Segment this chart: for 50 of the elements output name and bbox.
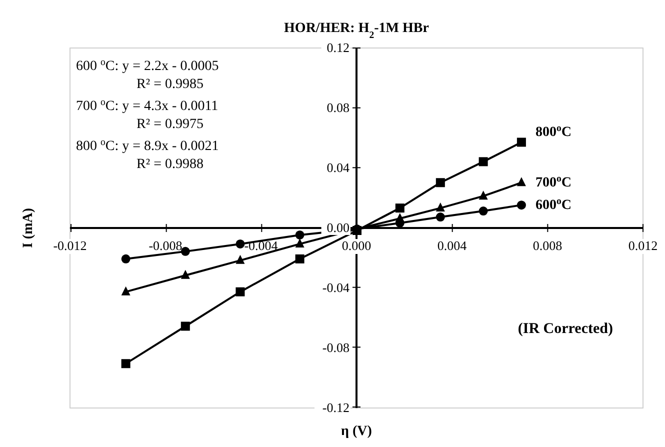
y-tick-label: 0.00	[326, 220, 350, 235]
y-tick-label: 0.04	[326, 160, 350, 175]
x-tick-label: -0.004	[244, 238, 278, 253]
point	[121, 286, 130, 296]
point	[478, 157, 488, 166]
series-label: 800$^{o}$C	[535, 122, 572, 140]
x-tick-label: 0.004	[437, 238, 468, 253]
annotation: 800 $^{o}$C: y = 8.9x - 0.0021	[76, 136, 219, 154]
point	[516, 200, 526, 210]
point	[236, 287, 245, 296]
y-tick-label: 0.08	[326, 100, 350, 115]
x-tick-label: 0.012	[628, 238, 658, 253]
point	[516, 177, 526, 186]
annotation: R² = 0.9985	[136, 77, 204, 92]
point	[395, 204, 404, 213]
series-label: 700$^{o}$C	[535, 173, 572, 191]
point	[436, 202, 445, 212]
point	[180, 322, 190, 331]
point	[478, 190, 488, 200]
annotation: 700 $^{o}$C: y = 4.3x - 0.0011	[76, 96, 218, 114]
annotation: 600 $^{o}$C: y = 2.2x - 0.0005	[76, 56, 219, 74]
point	[121, 359, 130, 368]
point	[295, 230, 304, 240]
x-tick-label: -0.008	[148, 238, 182, 253]
chart-title: HOR/HER: H$_{2}$-1M HBr	[284, 21, 429, 40]
series-label: 600$^{o}$C	[535, 196, 572, 214]
annotation: R² = 0.9988	[136, 157, 204, 172]
point	[236, 239, 245, 248]
point	[236, 254, 245, 264]
point	[436, 212, 445, 222]
point	[395, 218, 404, 228]
x-tick-label: 0.008	[532, 238, 562, 253]
y-tick-label: -0.08	[322, 340, 350, 355]
point	[180, 246, 190, 256]
x-tick-label: -0.012	[53, 238, 87, 253]
x-tick-label: 0.000	[342, 238, 372, 253]
y-axis-title: I (mA)	[21, 208, 36, 248]
point	[121, 254, 130, 264]
y-tick-label: 0.12	[326, 40, 350, 55]
x-axis-title: η (V)	[341, 424, 372, 439]
annotation: (IR Corrected)	[518, 321, 613, 337]
point	[295, 238, 304, 248]
point	[180, 270, 190, 279]
y-tick-label: -0.12	[322, 400, 350, 415]
point	[516, 138, 526, 147]
point	[295, 254, 304, 264]
annotation: R² = 0.9975	[136, 117, 204, 132]
point	[436, 178, 445, 188]
y-tick-label: -0.04	[322, 280, 350, 295]
point	[478, 206, 488, 216]
